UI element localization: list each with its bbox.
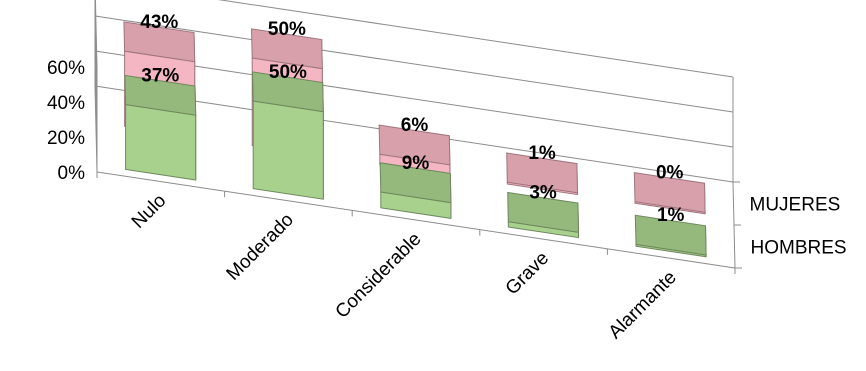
series-axis-labels: MUJERES HOMBRES <box>750 195 847 259</box>
hombres-bar-moderado <box>251 71 324 200</box>
data-label: 50% <box>269 62 307 83</box>
data-label: 37% <box>141 65 179 86</box>
mujeres-bar-alarmante <box>633 172 706 215</box>
bar-front <box>380 191 452 219</box>
data-label: 50% <box>268 19 306 40</box>
chart-axes <box>96 67 742 274</box>
hombres-bar-considerable <box>379 162 452 219</box>
category-label: Nulo <box>128 190 170 232</box>
category-label: Moderado <box>223 209 298 284</box>
data-label: 1% <box>657 205 685 226</box>
data-label: 9% <box>402 153 430 174</box>
hombres-bar-alarmante <box>634 214 707 258</box>
back-grid <box>94 0 734 183</box>
category-label: Alarmante <box>605 267 681 343</box>
hombres-bar-nulo <box>124 74 197 181</box>
bar-front <box>634 201 706 215</box>
mujeres-bar-considerable <box>378 124 451 176</box>
category-label: Grave <box>502 248 553 299</box>
data-labels: 43% 50% 6% 1% 0% 37% 50% 9% 3% 1% <box>140 12 684 226</box>
category-labels: Nulo Moderado Considerable Grave Alarmante <box>128 190 681 343</box>
hombres-bar-grave <box>507 191 580 239</box>
data-label: 6% <box>401 115 429 136</box>
y-tick-label: 0% <box>58 163 86 184</box>
y-tick-labels: 0% 20% 40% 60% <box>47 58 85 184</box>
mujeres-bar-grave <box>506 152 579 196</box>
bar-front <box>252 100 324 200</box>
bar-front <box>507 221 579 239</box>
gridline <box>94 0 734 78</box>
data-label: 3% <box>529 182 557 203</box>
hombres-bars <box>124 71 707 258</box>
data-label: 43% <box>140 12 178 33</box>
y-tick-label: 60% <box>47 58 85 79</box>
bar-front <box>506 181 578 196</box>
y-tick-label: 20% <box>47 128 85 149</box>
series-axis-label: MUJERES <box>750 195 841 216</box>
series-axis-label: HOMBRES <box>751 238 847 259</box>
bar-front <box>125 104 197 181</box>
category-label: Considerable <box>332 229 426 323</box>
bar-front <box>635 243 707 258</box>
data-label: 0% <box>656 163 684 184</box>
y-tick-label: 40% <box>47 93 85 114</box>
data-label: 1% <box>528 143 556 164</box>
